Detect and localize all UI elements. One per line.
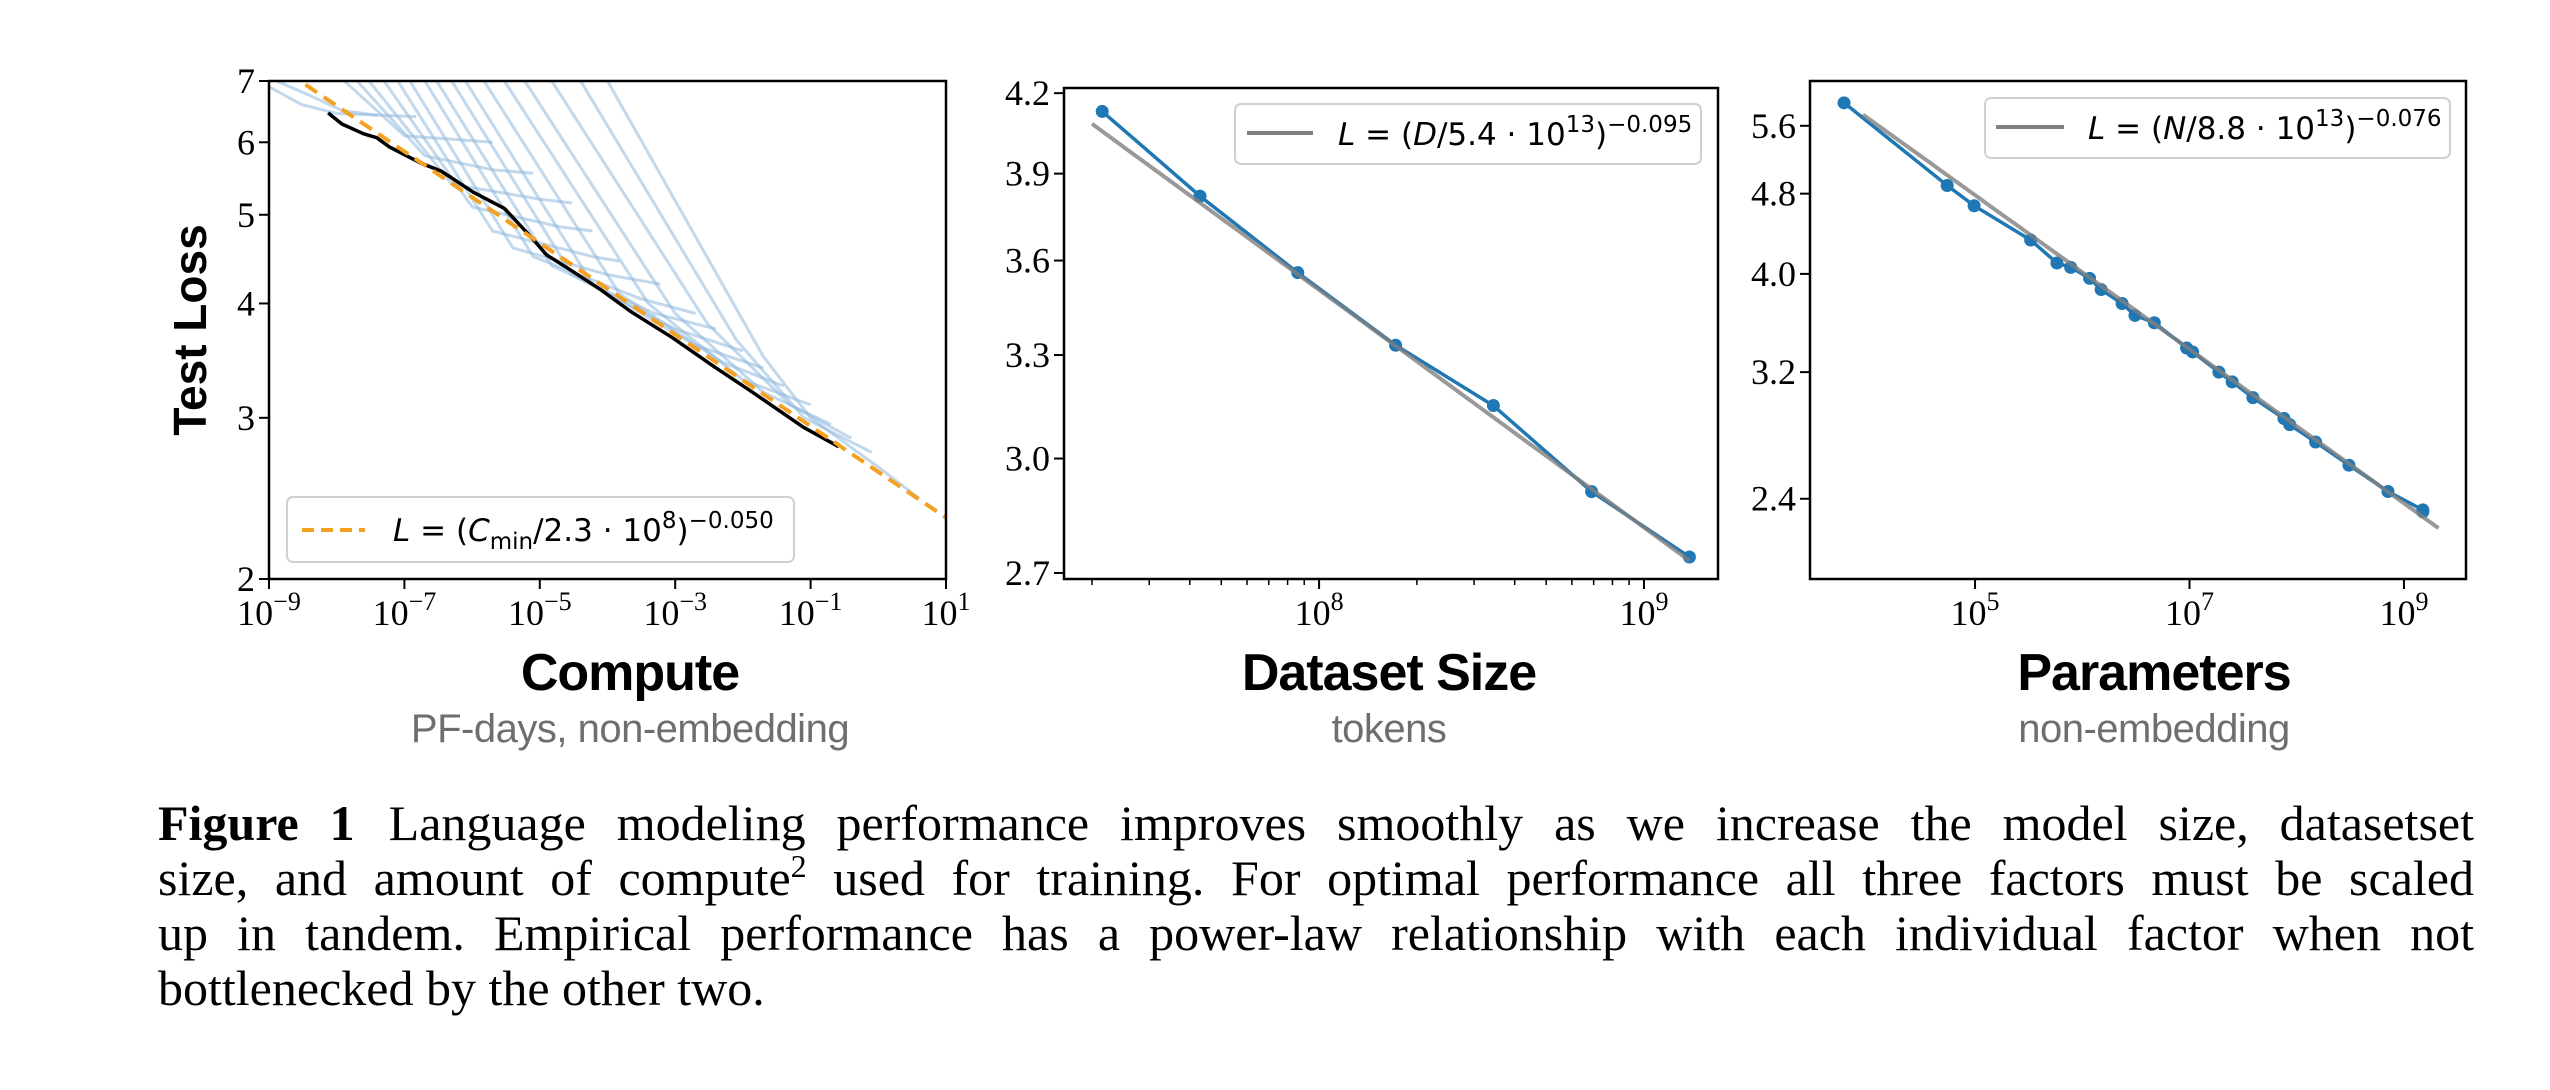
parameters-subtitle: non-embedding <box>2018 707 2290 751</box>
y-axis-label: Test Loss <box>164 224 216 436</box>
y-tick-label: 3.0 <box>1005 439 1050 479</box>
learning-curve <box>408 81 661 286</box>
legend: L = (Cmin/2.3 · 108)−0.050 <box>286 496 795 563</box>
learning-curve <box>367 81 573 205</box>
caption-line-3: up in tandem. Empirical performance has … <box>158 905 2474 961</box>
data-point <box>1940 178 1954 192</box>
legend-label: L = (Cmin/2.3 · 108)−0.050 <box>393 508 774 555</box>
dataset-size-panel: 108 109 2.7 3.0 3.3 3.6 3.9 4.2 L = (D/5.4 · 101… <box>1005 73 1720 633</box>
caption-line-4: bottlenecked by the other two. <box>158 960 765 1016</box>
y-tick-label: 5.6 <box>1751 106 1796 146</box>
parameters-title: Parameters <box>2017 644 2291 702</box>
fit-line <box>1090 122 1691 563</box>
learning-curve <box>579 81 873 454</box>
x-tick-label: 101 <box>922 587 971 633</box>
caption-text: used for training. For optimal performan… <box>806 850 2474 906</box>
x-tick-label: 10−9 <box>237 587 301 633</box>
x-tick-label: 10−5 <box>508 587 572 633</box>
x-tick-label: 108 <box>1295 587 1344 633</box>
caption-line-2: size, and amount of compute2 used for tr… <box>158 848 2474 906</box>
dataset-size-subtitle: tokens <box>1331 707 1447 751</box>
learning-curve <box>482 81 785 388</box>
x-tick-label: 10−3 <box>643 587 707 633</box>
learning-curve <box>382 81 593 233</box>
learning-curve <box>423 81 696 315</box>
learning-curve <box>396 81 620 263</box>
x-tick-label: 107 <box>2165 587 2214 633</box>
y-tick-label: 7 <box>237 61 255 101</box>
axes-frame <box>1062 86 1720 581</box>
learning-curve <box>606 81 921 500</box>
footnote-marker[interactable]: 2 <box>790 848 807 884</box>
y-tick-label: 6 <box>237 122 255 162</box>
fit-line <box>1861 112 2440 530</box>
learning-curve <box>343 81 493 144</box>
y-tick-label: 2.4 <box>1751 479 1796 519</box>
dataset-size-title: Dataset Size <box>1241 644 1537 702</box>
y-tick-label: 4.8 <box>1751 174 1796 214</box>
data-point <box>1967 199 1981 213</box>
legend-label: L = (D/5.4 · 1013)−0.095 <box>1338 112 1692 153</box>
figure-caption: Figure 1 Language modeling performance im… <box>158 796 2474 1016</box>
y-tick-label: 4.0 <box>1751 254 1796 294</box>
plot-area <box>1837 96 2440 530</box>
fit-line <box>296 81 946 520</box>
y-tick-label: 3.6 <box>1005 241 1050 281</box>
legend-box <box>286 496 795 563</box>
legend-label: L = (N/8.8 · 1013)−0.076 <box>2088 106 2442 147</box>
compute-panel: 10−9 10−7 10−5 10−3 10−1 101 2 3 4 5 6 7 L = (Cmin/2… <box>237 61 971 633</box>
x-tick-label: 10−7 <box>373 587 437 633</box>
x-tick-label: 10−1 <box>779 587 843 633</box>
parameters-panel: 105 107 109 2.4 3.2 4.0 4.8 5.6 L = (N/8.8 · 101… <box>1751 79 2468 633</box>
compute-efficient-frontier <box>327 111 840 449</box>
compute-title: Compute <box>520 644 740 702</box>
y-tick-label: 2 <box>237 559 255 599</box>
y-tick-label: 5 <box>237 195 255 235</box>
y-tick-label: 4 <box>237 283 255 323</box>
y-tick-label: 3.9 <box>1005 154 1050 194</box>
figure-charts: 10−9 10−7 10−5 10−3 10−1 101 2 3 4 5 6 7 L = (Cmin/2… <box>237 61 2468 633</box>
legend-box <box>1234 103 1702 165</box>
caption-line-1: Figure 1 Language modeling performance im… <box>158 796 2474 851</box>
x-tick-label: 109 <box>1619 587 1668 633</box>
data-point <box>1095 104 1109 118</box>
plot-area <box>269 81 946 520</box>
caption-text: size, and amount of compute <box>158 850 791 906</box>
data-series-line <box>1101 110 1691 559</box>
caption-label: Figure 1 <box>158 795 355 851</box>
compute-subtitle: PF-days, non-embedding <box>410 707 850 751</box>
plot-area <box>1090 104 1696 564</box>
learning-curve <box>523 81 832 426</box>
caption-text: Language modeling performance improves s… <box>388 795 2474 851</box>
data-point <box>1837 96 1851 110</box>
legend-box <box>1984 97 2451 159</box>
y-tick-label: 2.7 <box>1005 553 1050 593</box>
x-tick-label: 109 <box>2379 587 2428 633</box>
data-point <box>1486 399 1500 413</box>
y-tick-label: 3.2 <box>1751 352 1796 392</box>
x-tick-label: 105 <box>1951 587 2000 633</box>
learning-curve <box>276 81 378 117</box>
axes-frame <box>1808 79 2468 581</box>
legend: L = (D/5.4 · 1013)−0.095 <box>1234 103 1702 165</box>
axes-frame <box>267 79 948 581</box>
legend: L = (N/8.8 · 1013)−0.076 <box>1984 97 2451 159</box>
data-point <box>2050 256 2064 270</box>
y-tick-label: 3.3 <box>1005 335 1050 375</box>
y-tick-label: 4.2 <box>1005 73 1050 113</box>
y-tick-label: 3 <box>237 398 255 438</box>
learning-curve <box>550 81 853 440</box>
